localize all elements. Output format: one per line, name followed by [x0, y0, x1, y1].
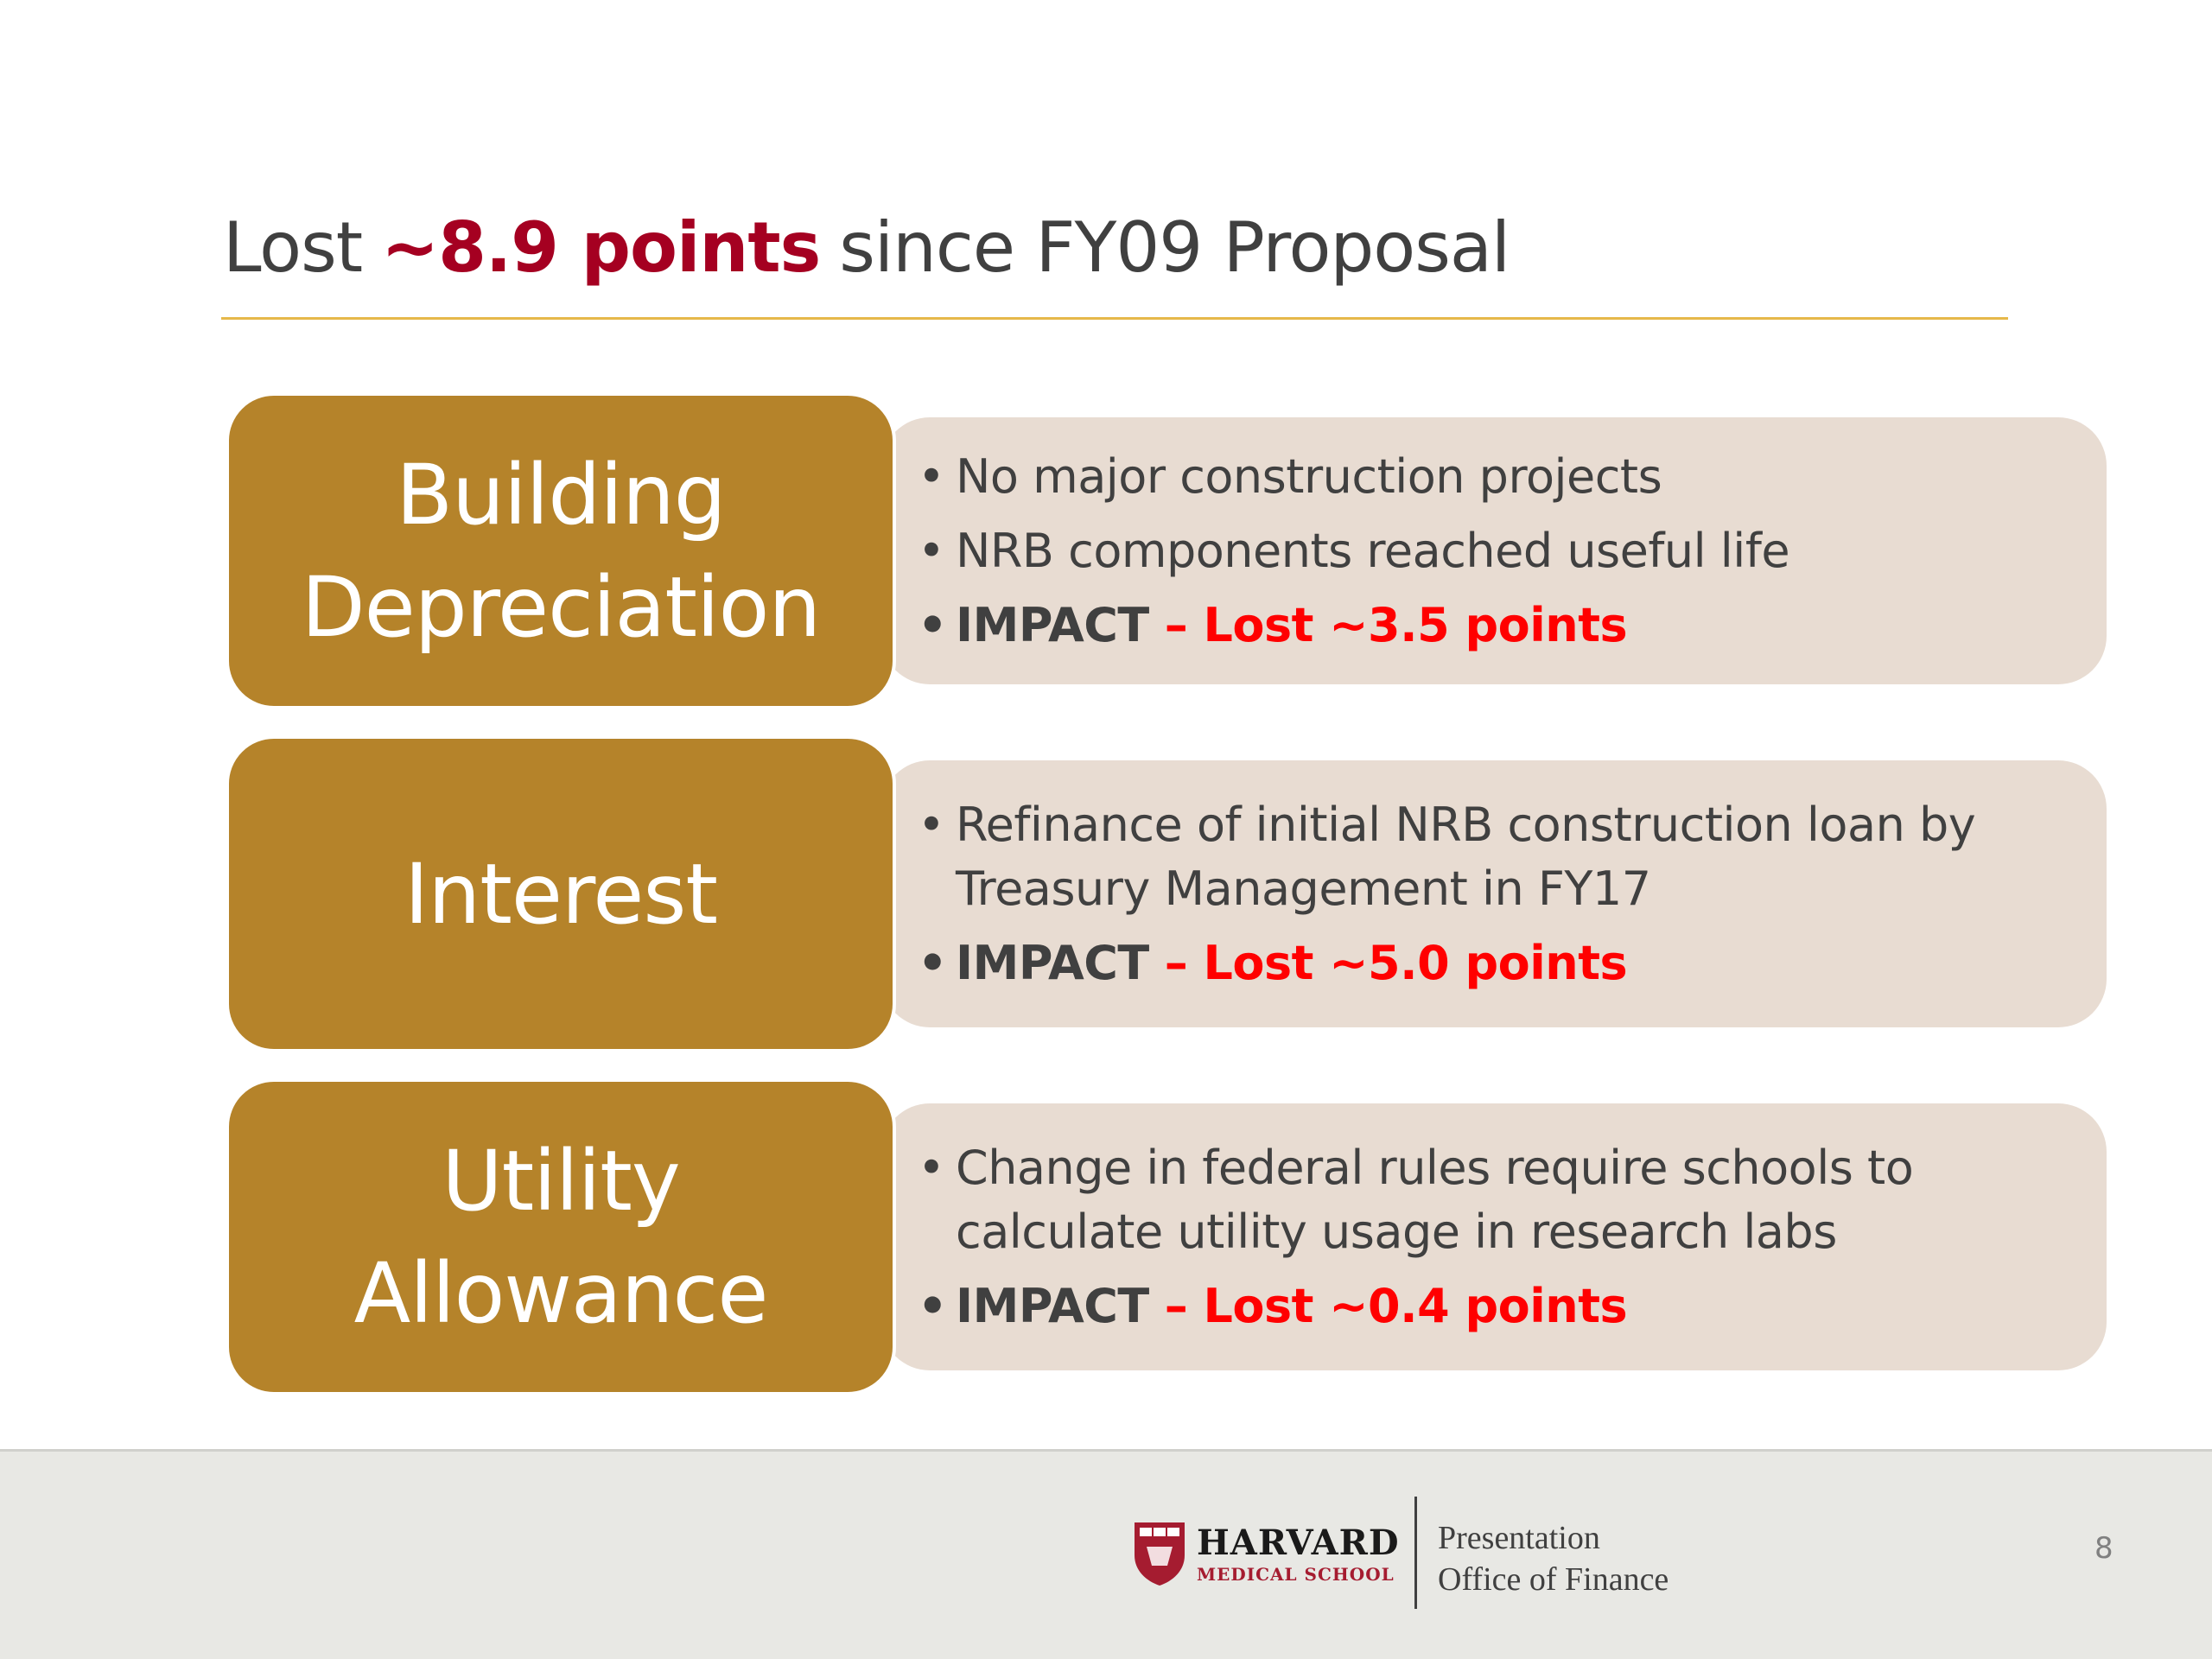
title-rule: [221, 317, 2008, 320]
bullet: NRB components reached useful life: [918, 519, 2055, 583]
section-panel: No major construction projects NRB compon…: [881, 417, 2107, 684]
title-text: Lost: [223, 207, 363, 288]
impact-bullet: IMPACT – Lost ~3.5 points: [918, 594, 2055, 658]
impact-text: – Lost ~3.5 points: [1164, 597, 1628, 652]
impact-bullet: IMPACT – Lost ~0.4 points: [918, 1274, 2055, 1338]
impact-bullet: IMPACT – Lost ~5.0 points: [918, 931, 2055, 995]
impact-label: IMPACT: [956, 1278, 1149, 1333]
section-label: Building Depreciation: [226, 392, 896, 709]
bullet: Refinance of initial NRB construction lo…: [918, 793, 2055, 921]
impact-text: – Lost ~5.0 points: [1164, 935, 1628, 990]
impact-text: – Lost ~0.4 points: [1164, 1278, 1628, 1333]
section-label: Interest: [226, 735, 896, 1052]
title-text: since FY09 Proposal: [839, 207, 1510, 288]
bullet: No major construction projects: [918, 445, 2055, 509]
footer: [0, 1449, 2212, 1659]
title-highlight: ~8.9 points: [381, 207, 821, 288]
impact-label: IMPACT: [956, 597, 1149, 652]
logo-sub: MEDICAL SCHOOL: [1197, 1564, 1395, 1585]
page-number: 8: [2094, 1531, 2113, 1566]
footer-line: Office of Finance: [1438, 1561, 1669, 1598]
logo-name: HARVARD: [1197, 1522, 1400, 1563]
slide-title: Lost ~8.9 points since FY09 Proposal: [223, 207, 1510, 288]
section-panel: Change in federal rules require schools …: [881, 1103, 2107, 1370]
footer-line: Presentation: [1438, 1520, 1600, 1556]
footer-separator: [1414, 1497, 1417, 1609]
impact-label: IMPACT: [956, 935, 1149, 990]
bullet: Change in federal rules require schools …: [918, 1136, 2055, 1264]
section-label: Utility Allowance: [226, 1078, 896, 1395]
logo-shield: [1135, 1522, 1185, 1586]
section-panel: Refinance of initial NRB construction lo…: [881, 760, 2107, 1027]
